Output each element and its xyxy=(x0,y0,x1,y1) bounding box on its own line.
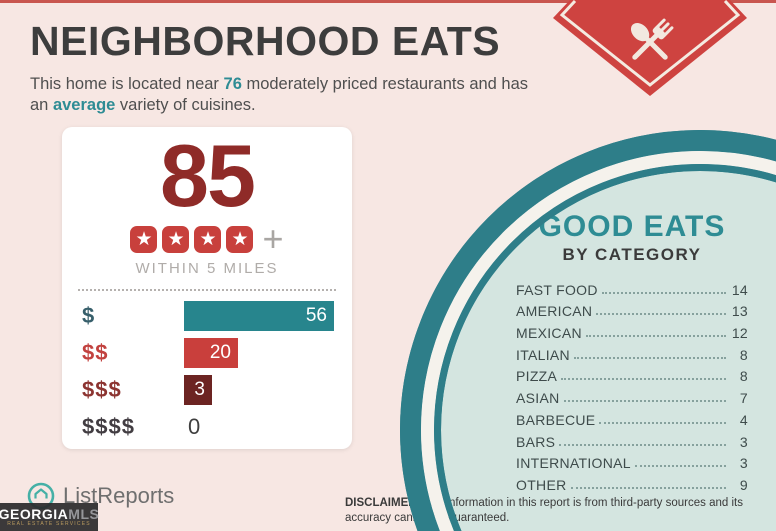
category-count: 13 xyxy=(731,303,748,320)
category-count: 3 xyxy=(739,433,748,450)
badge-shape xyxy=(553,0,747,96)
dotted-leader xyxy=(561,378,726,381)
watermark-mls: MLS xyxy=(68,505,100,522)
dotted-leader xyxy=(634,465,726,468)
star-icon: ★ xyxy=(162,225,190,253)
summary-text: This home is located near 76 moderately … xyxy=(30,75,529,115)
dotted-leader xyxy=(599,421,726,424)
georgiamls-watermark: GEORGIAMLS REAL ESTATE SERVICES xyxy=(0,503,100,531)
top-accent-strip xyxy=(0,0,776,3)
bar-track: 3 xyxy=(184,375,334,405)
category-name: FAST FOOD xyxy=(516,281,598,298)
good-eats-title: GOOD EATS xyxy=(538,210,726,243)
category-count: 9 xyxy=(739,476,748,493)
category-name: BARBECUE xyxy=(516,411,596,428)
bar: 3 xyxy=(184,375,212,405)
bar: 20 xyxy=(184,338,238,368)
price-bar-row: $56 xyxy=(82,301,334,331)
good-eats-subtitle: BY CATEGORY xyxy=(562,245,702,264)
bar-value: 20 xyxy=(209,342,231,363)
star-icon: ★ xyxy=(226,225,254,253)
category-name: PIZZA xyxy=(516,368,558,385)
category-name: BARS xyxy=(516,433,556,450)
category-row: AMERICAN 13 xyxy=(516,298,748,320)
restaurant-count: 76 xyxy=(223,75,242,93)
category-row: ASIAN 7 xyxy=(516,384,748,406)
radius-caption: WITHIN 5 MILES xyxy=(135,260,279,277)
dotted-leader xyxy=(596,313,726,316)
dotted-leader xyxy=(585,335,726,338)
disclaimer-text: DISCLAIMER: The information in this repo… xyxy=(345,496,743,525)
header: NEIGHBORHOOD EATS This home is located n… xyxy=(30,18,540,116)
category-count: 8 xyxy=(739,368,748,385)
category-count: 3 xyxy=(739,455,748,472)
bar-track: 0 xyxy=(184,412,334,442)
category-row: OTHER 9 xyxy=(516,471,748,493)
price-level-label: $$ xyxy=(82,340,109,365)
category-count: 7 xyxy=(739,390,748,407)
category-count: 8 xyxy=(739,346,748,363)
teal-circle-decoration xyxy=(400,130,776,531)
category-count: 14 xyxy=(731,281,748,298)
category-row: INTERNATIONAL 3 xyxy=(516,450,748,472)
page-title: NEIGHBORHOOD EATS xyxy=(30,18,501,64)
category-name: INTERNATIONAL xyxy=(516,455,631,472)
category-count: 4 xyxy=(739,411,748,428)
variety-rating: average xyxy=(52,96,116,115)
bar-value: 3 xyxy=(194,379,205,400)
category-list: FAST FOOD 14 AMERICAN 13 MEXICAN 12 ITALIAN 8 PI… xyxy=(516,276,748,493)
dotted-leader xyxy=(563,400,726,403)
category-name: MEXICAN xyxy=(516,325,582,342)
good-eats-badge xyxy=(553,0,747,97)
price-bar-row: $$ 20 xyxy=(82,338,334,368)
dotted-leader xyxy=(570,486,726,489)
restaurant-score: 85 xyxy=(160,126,256,225)
dotted-leader xyxy=(601,291,726,294)
dotted-leader xyxy=(559,443,726,446)
price-bar-row: $$$ 3 xyxy=(82,375,334,405)
category-name: AMERICAN xyxy=(516,303,593,320)
category-row: ITALIAN 8 xyxy=(516,341,748,363)
category-name: ITALIAN xyxy=(516,346,570,363)
rating-card: 85 ★ ★ ★ ★ + WITHIN 5 MILES $56 $$ 20 $$$ 3 $$$$ 0 xyxy=(62,127,352,449)
plus-icon: + xyxy=(262,218,284,259)
price-level-bar-chart: $56 $$ 20 $$$ 3 $$$$ 0 xyxy=(62,301,352,442)
category-name: ASIAN xyxy=(516,390,560,407)
watermark-tagline: REAL ESTATE SERVICES xyxy=(7,520,91,527)
bar: 56 xyxy=(184,301,334,331)
dotted-separator xyxy=(78,289,336,291)
crossed-spoon-fork-icon xyxy=(630,18,674,60)
category-row: BARS 3 xyxy=(516,428,748,450)
category-row: FAST FOOD 14 xyxy=(516,276,748,298)
category-count: 12 xyxy=(731,325,748,342)
price-level-label: $ xyxy=(82,303,96,328)
category-row: MEXICAN 12 xyxy=(516,319,748,341)
category-row: BARBECUE 4 xyxy=(516,406,748,428)
watermark-georgia: GEORGIA xyxy=(0,505,69,522)
bar-value: 56 xyxy=(305,305,327,326)
bar-track: 56 xyxy=(184,301,334,331)
category-row: PIZZA 8 xyxy=(516,363,748,385)
star-rating: ★ ★ ★ ★ + xyxy=(62,218,352,259)
bar-track: 20 xyxy=(184,338,334,368)
good-eats-panel: GOOD EATS BY CATEGORY FAST FOOD 14 AMERICA… xyxy=(516,210,748,493)
star-icon: ★ xyxy=(130,225,158,253)
price-bar-row: $$$$ 0 xyxy=(82,412,334,442)
category-name: OTHER xyxy=(516,476,567,493)
price-level-label: $$$$ xyxy=(82,414,135,439)
price-level-label: $$$ xyxy=(82,377,122,402)
bar-value: 0 xyxy=(188,414,201,439)
dotted-leader xyxy=(573,356,726,359)
star-icon: ★ xyxy=(194,225,222,253)
